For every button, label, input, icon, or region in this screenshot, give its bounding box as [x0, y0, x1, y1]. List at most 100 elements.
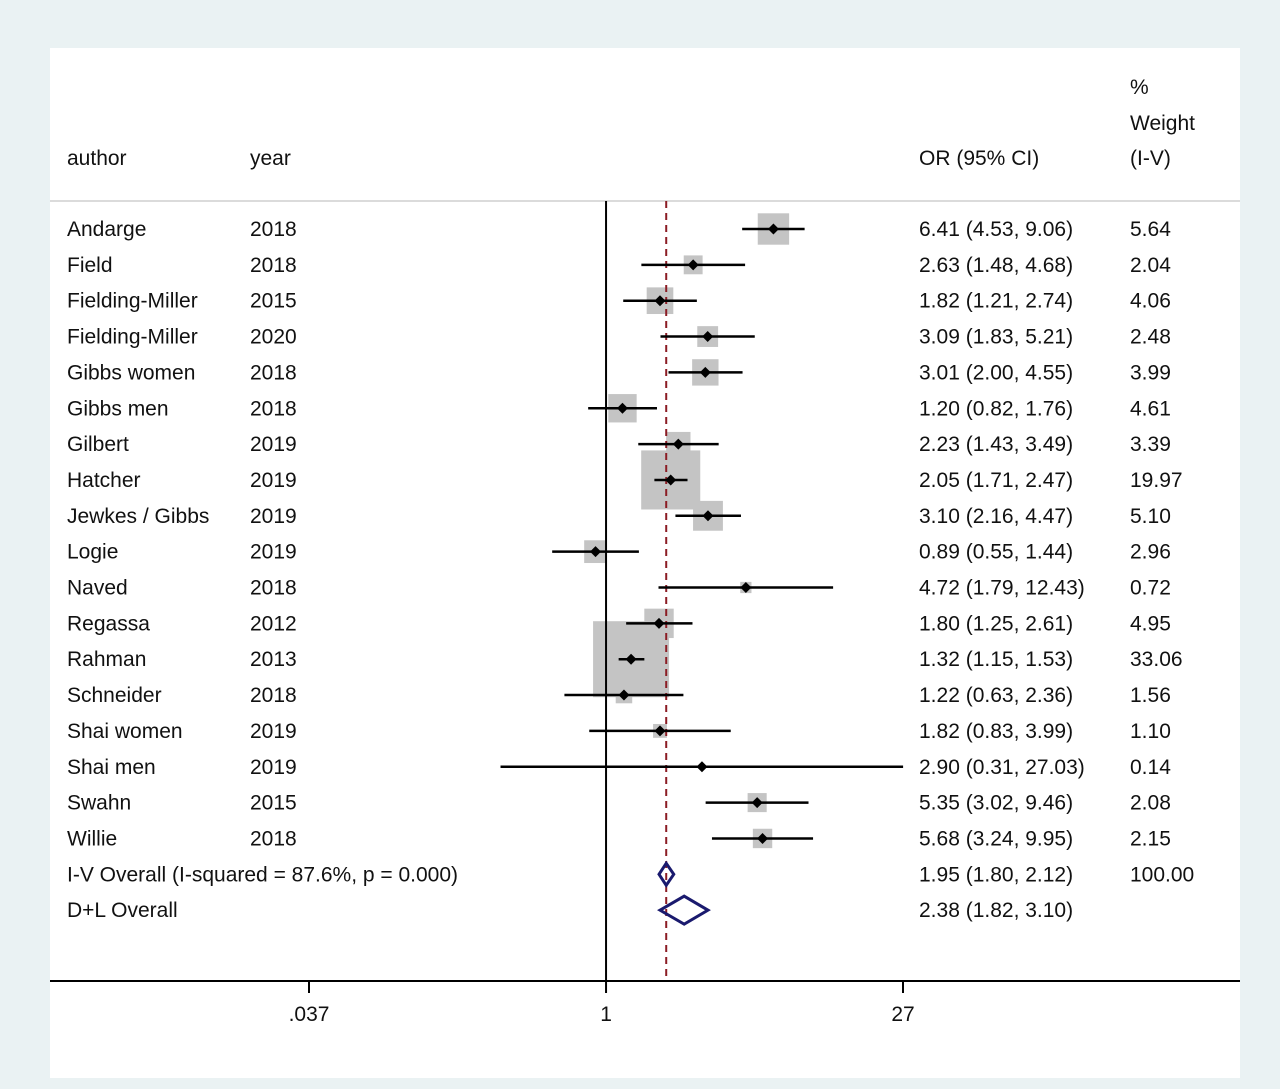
header-weight-line2: Weight	[1130, 112, 1195, 135]
weight-label: 19.97	[1130, 469, 1183, 492]
year-label: 2018	[250, 684, 297, 707]
point-estimate	[757, 832, 769, 844]
point-estimate	[618, 689, 630, 701]
point-estimate	[654, 295, 666, 307]
year-label: 2012	[250, 612, 297, 635]
header-weight-line3: (I-V)	[1130, 147, 1171, 170]
year-label: 2019	[250, 433, 297, 456]
weight-label: 4.95	[1130, 612, 1171, 635]
header-or-ci: OR (95% CI)	[919, 147, 1039, 170]
author-label: Shai women	[67, 720, 183, 743]
year-label: 2013	[250, 648, 297, 671]
point-estimate	[687, 259, 699, 271]
weight-label: 3.39	[1130, 433, 1171, 456]
point-estimate	[654, 725, 666, 737]
weight-label: 33.06	[1130, 648, 1183, 671]
weight-label: 3.99	[1130, 361, 1171, 384]
weight-label: 2.15	[1130, 827, 1171, 850]
author-label: Logie	[67, 541, 118, 564]
point-estimate	[616, 402, 628, 414]
or-ci-label: 1.20 (0.82, 1.76)	[919, 397, 1073, 420]
ci-and-points	[500, 223, 904, 926]
point-estimate	[672, 438, 684, 450]
overall-or-ci-label: 2.38 (1.82, 3.10)	[919, 899, 1073, 922]
or-ci-label: 3.09 (1.83, 5.21)	[919, 326, 1073, 349]
x-tick-label: 1	[600, 1003, 612, 1026]
weight-label: 2.04	[1130, 254, 1171, 277]
or-ci-label: 1.22 (0.63, 2.36)	[919, 684, 1073, 707]
year-label: 2018	[250, 827, 297, 850]
overall-diamond	[657, 860, 676, 888]
or-ci-label: 1.32 (1.15, 1.53)	[919, 648, 1073, 671]
author-label: Fielding-Miller	[67, 326, 198, 349]
or-ci-label: 1.80 (1.25, 2.61)	[919, 612, 1073, 635]
point-estimate	[696, 761, 708, 773]
author-label: Swahn	[67, 792, 131, 815]
overall-diamond	[657, 894, 711, 926]
weight-label: 1.10	[1130, 720, 1171, 743]
header-author: author	[67, 147, 127, 170]
author-label: Andarge	[67, 218, 146, 241]
author-label: Hatcher	[67, 469, 141, 492]
author-label: Schneider	[67, 684, 162, 707]
year-label: 2019	[250, 720, 297, 743]
weight-label: 4.61	[1130, 397, 1171, 420]
weight-label: 0.14	[1130, 756, 1171, 779]
weight-label: 0.72	[1130, 577, 1171, 600]
or-ci-label: 2.05 (1.71, 2.47)	[919, 469, 1073, 492]
point-estimate	[665, 474, 677, 486]
forest-plot-panel: author year OR (95% CI) % Weight (I-V) A…	[50, 48, 1240, 1078]
author-label: Gibbs men	[67, 397, 169, 420]
x-tick-label: .037	[289, 1003, 330, 1026]
author-label: Fielding-Miller	[67, 290, 198, 313]
or-ci-label: 3.10 (2.16, 4.47)	[919, 505, 1073, 528]
or-ci-label: 2.63 (1.48, 4.68)	[919, 254, 1073, 277]
point-estimate	[699, 366, 711, 378]
point-estimate	[590, 546, 602, 558]
year-label: 2019	[250, 469, 297, 492]
year-label: 2018	[250, 361, 297, 384]
year-label: 2015	[250, 290, 297, 313]
year-label: 2018	[250, 254, 297, 277]
weight-label: 5.10	[1130, 505, 1171, 528]
author-label: Rahman	[67, 648, 146, 671]
point-estimate	[625, 653, 637, 665]
author-label: Gilbert	[67, 433, 129, 456]
author-label: Regassa	[67, 612, 150, 635]
or-ci-label: 4.72 (1.79, 12.43)	[919, 577, 1085, 600]
overall-weight-label: 100.00	[1130, 863, 1194, 886]
author-label: Gibbs women	[67, 361, 195, 384]
or-ci-label: 5.35 (3.02, 9.46)	[919, 792, 1073, 815]
overall-or-ci-label: 1.95 (1.80, 2.12)	[919, 863, 1073, 886]
year-label: 2015	[250, 792, 297, 815]
or-ci-label: 5.68 (3.24, 9.95)	[919, 827, 1073, 850]
year-label: 2019	[250, 541, 297, 564]
weight-label: 2.08	[1130, 792, 1171, 815]
author-label: Field	[67, 254, 113, 277]
year-label: 2018	[250, 577, 297, 600]
year-label: 2019	[250, 505, 297, 528]
header-year: year	[250, 147, 291, 170]
weight-boxes	[584, 213, 790, 849]
row-labels: Andarge 2018 6.41 (4.53, 9.06) 5.64 Field 201…	[67, 218, 1194, 922]
point-estimate	[740, 582, 752, 593]
point-estimate	[702, 331, 714, 343]
weight-label: 2.96	[1130, 541, 1171, 564]
or-ci-label: 1.82 (0.83, 3.99)	[919, 720, 1073, 743]
or-ci-label: 2.90 (0.31, 27.03)	[919, 756, 1085, 779]
author-label: Naved	[67, 577, 128, 600]
year-label: 2019	[250, 756, 297, 779]
weight-label: 2.48	[1130, 326, 1171, 349]
or-ci-label: 2.23 (1.43, 3.49)	[919, 433, 1073, 456]
weight-label: 5.64	[1130, 218, 1171, 241]
x-tick-label: 27	[891, 1003, 914, 1026]
point-estimate	[751, 797, 763, 809]
author-label: Shai men	[67, 756, 156, 779]
overall-label: I-V Overall (I-squared = 87.6%, p = 0.00…	[67, 863, 458, 886]
weight-label: 1.56	[1130, 684, 1171, 707]
or-ci-label: 6.41 (4.53, 9.06)	[919, 218, 1073, 241]
year-label: 2018	[250, 397, 297, 420]
author-label: Jewkes / Gibbs	[67, 505, 209, 528]
year-label: 2018	[250, 218, 297, 241]
header-weight-line1: %	[1130, 76, 1149, 99]
